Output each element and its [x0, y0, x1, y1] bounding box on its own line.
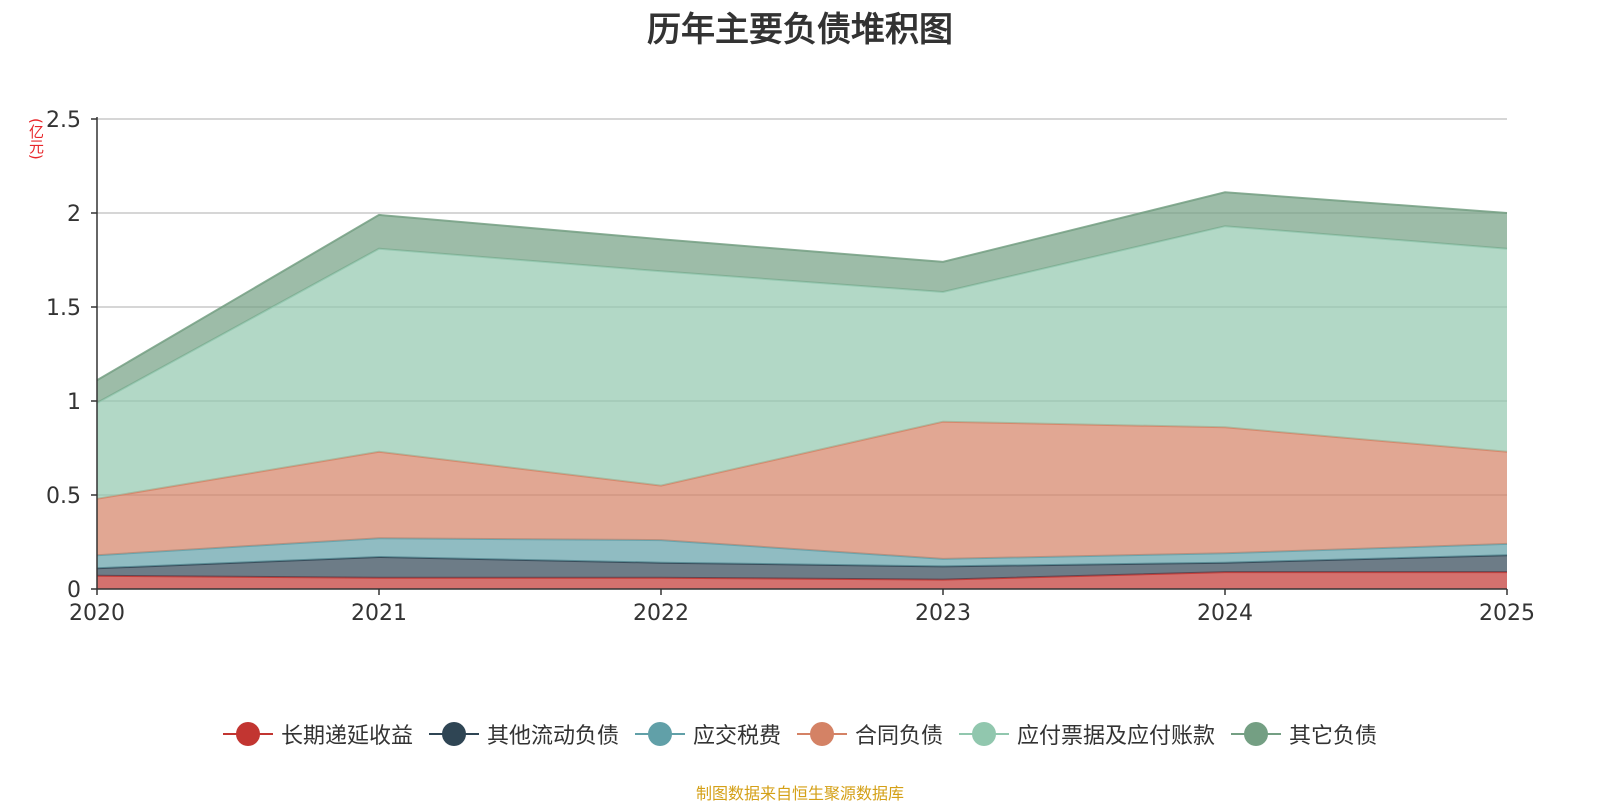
legend-marker-dot: [1244, 722, 1269, 746]
legend-item[interactable]: 其它负债: [1231, 718, 1377, 750]
legend-item[interactable]: 合同负债: [797, 718, 943, 750]
x-tick-label: 2021: [351, 601, 407, 626]
y-tick-label: 1.5: [46, 296, 81, 321]
legend-item[interactable]: 长期递延收益: [222, 718, 413, 750]
chart-title: 历年主要负债堆积图: [647, 10, 953, 50]
area-series-6-edge: [96, 191, 1508, 382]
y-tick-label: 2: [67, 202, 81, 227]
area-series-4: [97, 421, 1507, 559]
area-series-5: [97, 226, 1507, 499]
legend-label: 合同负债: [855, 724, 944, 749]
legend-marker-icon: [634, 722, 685, 746]
x-tick-label: 2023: [915, 601, 971, 626]
legend-label: 长期递延收益: [280, 724, 413, 749]
y-tick-label: 0.5: [46, 484, 81, 509]
area-series-3: [97, 538, 1507, 569]
area-series-6: [97, 192, 1507, 403]
legend: 长期递延收益 其他流动负债 应交税费 合同负债 应付票据及应付账款 其它负债: [0, 718, 1600, 750]
area-series-1: [97, 572, 1507, 589]
legend-marker-icon: [959, 722, 1010, 746]
legend-label: 应付票据及应付账款: [1017, 724, 1216, 749]
x-tick-label: 2022: [633, 601, 689, 626]
y-tick-label: 0: [67, 578, 81, 603]
legend-item[interactable]: 应交税费: [634, 718, 781, 750]
stacked-areas: [96, 191, 1508, 589]
legend-marker-dot: [441, 722, 466, 746]
legend-item[interactable]: 应付票据及应付账款: [959, 718, 1215, 750]
legend-item[interactable]: 其他流动负债: [428, 718, 619, 750]
area-series-2: [97, 555, 1507, 580]
legend-marker-icon: [1231, 722, 1282, 746]
x-tick-label: 2020: [69, 601, 125, 626]
legend-marker-dot: [810, 722, 834, 746]
source-note: 制图数据来自恒生聚源数据库: [695, 784, 904, 803]
legend-label: 其它负债: [1289, 724, 1378, 749]
legend-marker-dot: [972, 722, 997, 746]
legend-marker-icon: [222, 722, 273, 746]
legend-label: 其他流动负债: [486, 724, 619, 749]
x-tick-label: 2025: [1479, 601, 1535, 626]
legend-marker-icon: [428, 722, 479, 746]
legend-label: 应交税费: [692, 724, 781, 749]
y-axis-unit-label: (亿元): [27, 118, 45, 160]
x-tick-label: 2024: [1197, 601, 1253, 626]
legend-marker-dot: [235, 722, 260, 746]
y-tick-label: 1: [67, 390, 81, 415]
legend-marker-dot: [647, 722, 672, 746]
legend-marker-icon: [797, 722, 847, 746]
y-tick-label: 2.5: [46, 108, 81, 133]
axes: 0 0.5 1 1.5 2 2.5 2020 2021 2022 2023 2024 2025: [46, 108, 1535, 626]
